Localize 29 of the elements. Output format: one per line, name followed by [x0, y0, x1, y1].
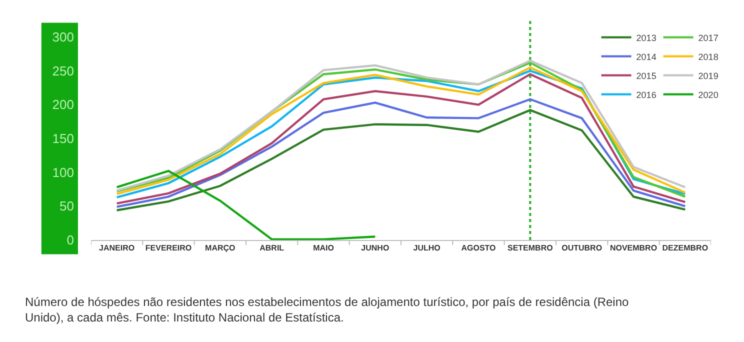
x-tick-label: JUNHO: [361, 244, 390, 253]
legend-label: 2020: [698, 90, 718, 100]
y-tick-label: 150: [52, 131, 74, 146]
x-tick-label: FEVEREIRO: [145, 244, 192, 253]
y-tick-label: 50: [60, 198, 74, 214]
legend-label: 2019: [698, 70, 718, 81]
legend-label: 2018: [698, 52, 718, 62]
x-tick-label: DEZEMBRO: [662, 244, 708, 253]
x-tick-label: AGOSTO: [461, 244, 496, 253]
y-tick-label: 300: [52, 30, 74, 45]
x-tick-label: MAIO: [313, 244, 334, 253]
text: Número de hóspedes não residentes nos estabelecimentos de alojamento turístico, por país de residência (Reino Unido), a cada mês. Fonte: Instituto Nacional de Estatística.: [25, 295, 630, 325]
legend-label: 2013: [636, 32, 656, 43]
x-tick-label: NOVEMBRO: [610, 244, 658, 253]
x-tick-label: JULHO: [413, 244, 440, 253]
y-tick-label: 100: [52, 164, 74, 180]
legend-label: 2015: [636, 70, 656, 81]
x-tick-label: SETEMBRO: [508, 244, 553, 253]
y-tick-label: 200: [52, 97, 74, 112]
legend-label: 2016: [636, 90, 656, 100]
legend-label: 2017: [698, 32, 718, 43]
line-series: [116, 170, 376, 240]
x-tick-label: ABRIL: [260, 244, 284, 253]
y-tick-label: 0: [66, 232, 74, 248]
legend-label: 2014: [636, 52, 656, 62]
x-tick-label: JANEIRO: [99, 244, 135, 253]
y-tick-label: 250: [52, 63, 74, 78]
x-tick-label: MARÇO: [205, 244, 236, 253]
x-tick-label: OUTUBRO: [562, 244, 602, 253]
